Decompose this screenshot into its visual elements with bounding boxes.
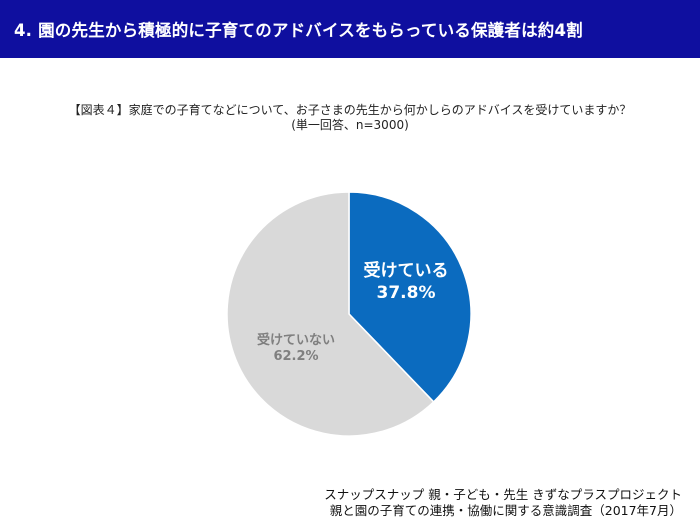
source-note: スナップスナップ 親・子ども・先生 きずなプラスプロジェクト 親と園の子育ての連…	[324, 487, 682, 519]
pie-slice-1	[348, 191, 472, 403]
slice-label-1: 受けている	[364, 260, 449, 281]
slice-value-1: 37.8%	[377, 283, 436, 303]
chart-subtitle: (単一回答、n=3000)	[291, 118, 409, 132]
pie-slice-2	[226, 191, 435, 437]
page-title: 4. 園の先生から積極的に子育てのアドバイスをもらっている保護者は約4割	[14, 21, 583, 40]
slice-label-2: 受けていない	[257, 332, 335, 348]
header-bar: 4. 園の先生から積極的に子育てのアドバイスをもらっている保護者は約4割	[0, 0, 700, 58]
source-line-1: スナップスナップ 親・子ども・先生 きずなプラスプロジェクト	[324, 487, 682, 502]
slice-value-2: 62.2%	[273, 349, 318, 364]
chart-title: 【図表４】家庭での子育てなどについて、お子さまの先生から何かしらのアドバイスを受…	[68, 103, 632, 117]
source-line-2: 親と園の子育ての連携・協働に関する意識調査（2017年7月）	[329, 503, 682, 518]
